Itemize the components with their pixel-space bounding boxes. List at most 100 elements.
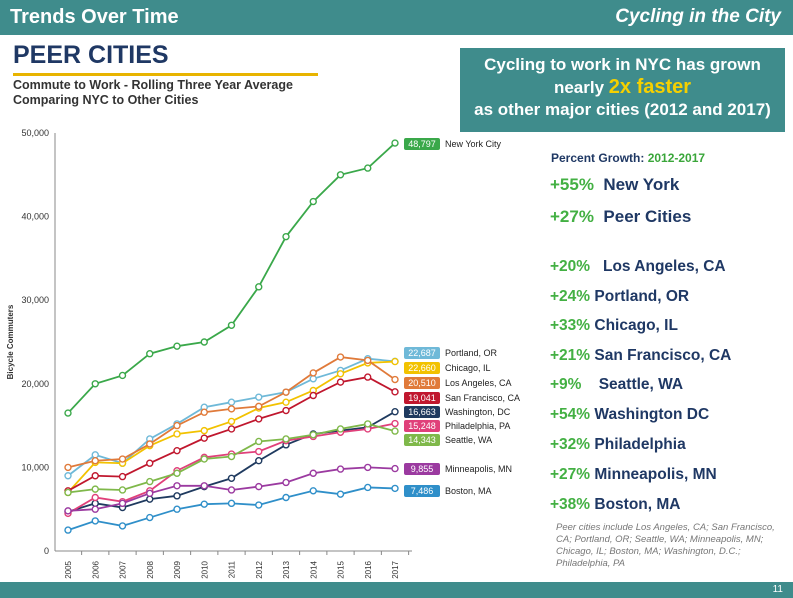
growth-row: +38% Boston, MA: [550, 496, 681, 514]
growth-row: +21% San Francisco, CA: [550, 347, 731, 365]
page-number: 11: [772, 584, 783, 595]
data-point: [173, 446, 181, 455]
data-point: [173, 469, 181, 477]
data-point: [227, 321, 236, 329]
series-line: [67, 376, 396, 492]
growth-pct: +33%: [550, 317, 591, 334]
growth-heading-years: 2012-2017: [647, 151, 706, 165]
data-point: [255, 402, 263, 411]
data-point: [91, 457, 99, 465]
data-point: [146, 489, 154, 498]
data-point: [227, 452, 236, 461]
x-tick-label: 2011: [228, 560, 237, 578]
data-point: [118, 455, 127, 463]
data-point: [309, 375, 317, 383]
data-point: [255, 415, 263, 423]
value-badge: [404, 392, 440, 404]
data-point: [336, 378, 345, 386]
data-point: [118, 371, 127, 380]
growth-row: +33% Chicago, IL: [550, 317, 678, 335]
growth-name: Chicago, IL: [594, 317, 678, 334]
data-point: [200, 500, 208, 508]
series-label: Boston, MA: [445, 486, 492, 496]
page-title: PEER CITIES: [13, 41, 169, 69]
x-tick-label: 2016: [364, 560, 373, 578]
series-label: Minneapolis, MN: [445, 464, 512, 474]
y-axis-label: Bicycle Commuters: [6, 304, 15, 379]
value-badge: [404, 420, 440, 432]
data-point: [200, 338, 208, 346]
subtitle-line-1: Commute to Work - Rolling Three Year Ave…: [13, 78, 293, 92]
y-tick-label: 20,000: [21, 379, 49, 389]
growth-name: Washington DC: [594, 406, 710, 423]
callout-box: Cycling to work in NYC has grown nearly …: [460, 48, 785, 132]
value-label: 22,660: [408, 363, 436, 373]
value-badge: [404, 347, 440, 359]
x-tick-label: 2014: [309, 560, 318, 578]
data-point: [146, 495, 154, 503]
data-point: [391, 388, 399, 396]
data-point: [118, 499, 127, 508]
x-tick-label: 2005: [64, 560, 73, 578]
data-point: [282, 388, 290, 396]
growth-name: Portland, OR: [594, 288, 690, 305]
growth-row: +20% Los Angeles, CA: [550, 258, 726, 276]
data-point: [309, 197, 317, 206]
data-point: [227, 417, 236, 426]
growth-heading: Percent Growth: 2012-2017: [551, 151, 705, 165]
growth-pct: +24%: [550, 288, 591, 305]
data-point: [255, 457, 263, 465]
data-point: [336, 465, 345, 473]
data-point: [309, 431, 317, 439]
growth-name: Minneapolis, MN: [594, 466, 717, 483]
growth-row: +27% Minneapolis, MN: [550, 466, 717, 484]
data-point: [255, 437, 263, 446]
y-tick-label: 50,000: [21, 128, 49, 138]
data-point: [146, 459, 154, 467]
value-label: 20,510: [408, 378, 436, 388]
data-point: [364, 356, 372, 365]
series-line: [67, 486, 396, 531]
x-tick-label: 2009: [173, 560, 182, 578]
growth-pct: +9%: [550, 376, 582, 393]
growth-name: New York: [603, 175, 680, 194]
data-point: [282, 493, 290, 502]
data-point: [391, 427, 399, 435]
x-tick-label: 2008: [146, 560, 155, 578]
data-point: [391, 484, 399, 493]
data-point: [336, 171, 345, 179]
data-point: [227, 499, 236, 508]
data-point: [364, 373, 372, 381]
growth-name: Los Angeles, CA: [603, 258, 726, 275]
growth-pct: +27%: [550, 466, 591, 483]
value-badge: [404, 406, 440, 418]
callout-line-2-text: nearly: [553, 78, 609, 97]
growth-name: San Francisco, CA: [594, 347, 732, 364]
data-point: [336, 490, 345, 498]
subtitle-line-2: Comparing NYC to Other Cities: [13, 93, 199, 107]
chart-subtitle: Commute to Work - Rolling Three Year Ave…: [13, 78, 293, 108]
data-point: [173, 342, 181, 350]
x-tick-label: 2015: [337, 560, 346, 578]
data-point: [391, 357, 399, 366]
x-tick-label: 2006: [91, 560, 100, 578]
data-point: [64, 409, 72, 417]
data-point: [91, 493, 99, 502]
callout-highlight: 2x faster: [608, 76, 692, 98]
series-label: Seattle, WA: [445, 435, 492, 445]
growth-pct: +32%: [550, 436, 591, 453]
y-tick-label: 0: [44, 546, 49, 556]
data-point: [282, 232, 290, 241]
data-point: [146, 350, 154, 358]
section-title: Trends Over Time: [10, 6, 179, 28]
value-label: 19,041: [408, 393, 436, 403]
y-tick-label: 10,000: [21, 462, 49, 472]
callout-line-3: as other major cities (2012 and 2017): [474, 100, 771, 119]
data-point: [364, 483, 372, 492]
callout-line-2: nearly 2x faster: [460, 76, 785, 99]
data-point: [336, 353, 345, 361]
x-tick-label: 2013: [282, 560, 291, 578]
growth-name: Philadelphia: [594, 436, 686, 453]
data-point: [91, 517, 99, 525]
value-badge: [404, 463, 440, 475]
